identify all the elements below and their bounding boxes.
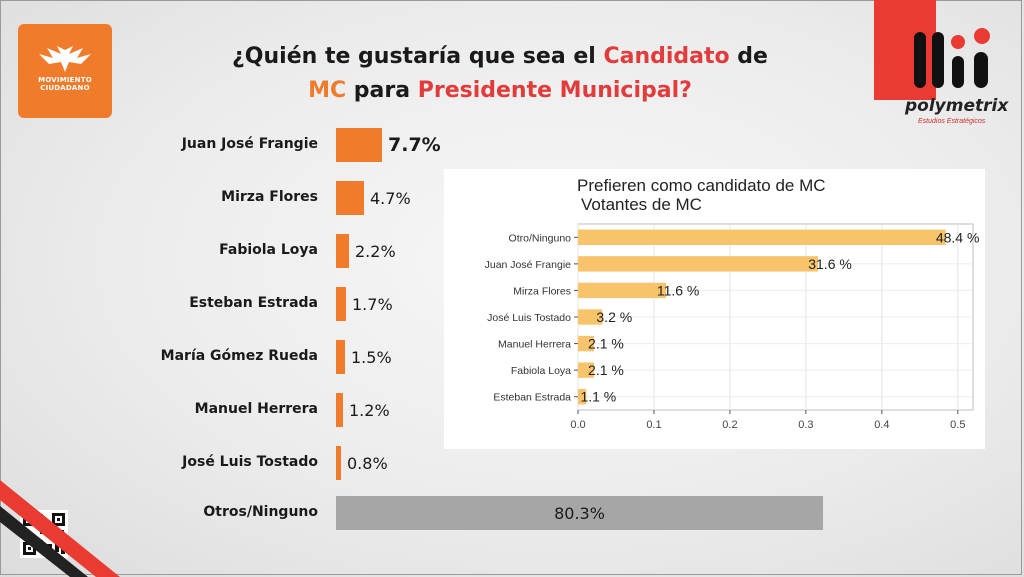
y-tick-label: Fabiola Loya [511,365,571,377]
bar-label: Mirza Flores [221,189,318,205]
bar-value-label: 1.2% [349,401,390,420]
title-candidato: Candidato [603,44,730,69]
title-part1: ¿Quién te gustaría que sea el [232,44,604,69]
bar-value-label: 80.3% [554,503,605,523]
y-tick-label: José Luis Tostado [487,312,571,324]
page-title: ¿Quién te gustaría que sea el Candidato … [160,40,840,108]
x-tick-label: 0.1 [646,419,661,431]
inset-bar-value-label: 1.1 % [580,389,616,405]
x-tick-label: 0.0 [570,419,585,431]
x-tick-label: 0.4 [874,419,889,431]
y-tick-label: Esteban Estrada [493,392,571,404]
inset-bar-value-label: 31.6 % [808,256,852,272]
polymetrix-name: polymetrix [905,96,1009,116]
inset-bar [578,335,594,352]
bar [336,128,382,162]
bar-value-label: 2.2% [355,242,396,261]
bar-value-label: 1.7% [352,295,393,314]
y-tick-label: Manuel Herrera [498,339,571,351]
bar [336,287,346,321]
movimiento-ciudadano-logo: MOVIMIENTO CIUDADANO [18,24,112,118]
inset-bar [578,256,819,272]
y-tick-label: Mirza Flores [513,285,571,297]
bar-value-label: 1.5% [351,348,392,367]
inset-bar-value-label: 2.1 % [588,362,624,378]
bar-label: María Gómez Rueda [160,348,318,364]
mc-logo-line1: MOVIMIENTO [38,76,92,84]
inset-bar-value-label: 11.6 % [657,282,700,298]
inset-chart-subtitle: Votantes de MC [581,195,702,214]
eagle-icon [39,46,91,72]
title-presidente: Presidente Municipal? [417,78,692,103]
title-para: para [346,78,418,103]
inset-bar [578,362,594,378]
x-tick-label: 0.3 [798,419,813,431]
inset-bar [578,282,667,299]
polymetrix-logo-icon [914,28,990,88]
bar-label: Manuel Herrera [194,401,318,417]
title-part3: de [729,44,768,69]
y-tick-label: Juan José Frangie [485,259,572,271]
x-tick-label: 0.2 [722,419,737,431]
y-tick-label: Otro/Ninguno [509,232,572,244]
bar-label: Esteban Estrada [189,295,318,311]
polymetrix-subtitle: Estudios Estratégicos [918,118,986,125]
bar-otros-ninguno: 80.3% [336,496,823,530]
bar-label: Fabiola Loya [219,242,318,258]
bar-label: Juan José Frangie [181,136,318,152]
inset-bar-chart: 0.0 0.1 0.2 0.3 0.4 0.5 Otro/Ninguno 48.4 % Juan… [485,223,980,431]
inset-bar [578,389,587,405]
bar [336,340,345,374]
bar-value-label: 7.7% [388,134,441,156]
x-tick-label: 0.5 [950,419,965,431]
mc-logo-line2: CIUDADANO [40,84,90,92]
inset-bar-value-label: 2.1 % [588,336,624,352]
bar-value-label: 4.7% [370,189,411,208]
inset-bar-value-label: 48.4 % [936,229,980,245]
bar [336,234,349,268]
corner-decoration [0,480,120,577]
bar [336,393,343,427]
inset-bar [578,309,603,325]
title-mc: MC [308,78,347,103]
bar-value-label: 0.8% [347,454,388,473]
inset-chart-title: Prefieren como candidato de MC [577,176,826,195]
bar-label: Otros/Ninguno [203,504,318,520]
bar-label: José Luis Tostado [182,454,318,470]
bar [336,181,364,215]
bar [336,446,341,480]
inset-bar-value-label: 3.2 % [596,309,632,325]
inset-bar [578,229,946,245]
